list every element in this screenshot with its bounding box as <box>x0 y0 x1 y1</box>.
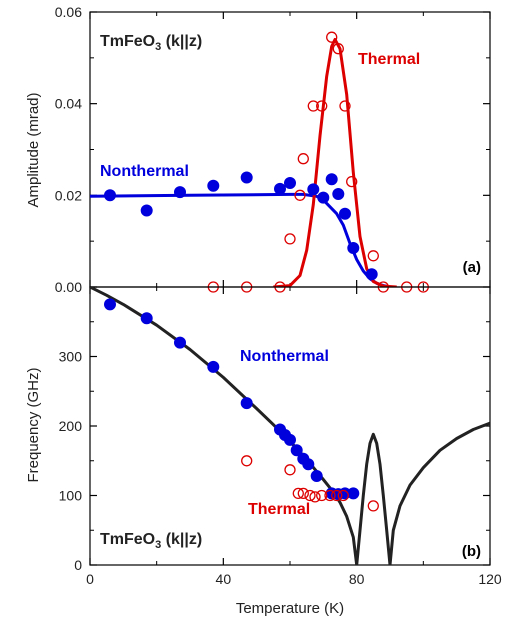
panel-b-ytick-label: 200 <box>59 418 83 434</box>
panel-b-nonthermal-point <box>207 360 220 373</box>
panel-a: 0.00 0.02 0.04 0.06 TmFeO3 (k||z) (a) Nonth… <box>25 4 491 295</box>
panel-b-frame <box>89 286 491 566</box>
panel-b-nonthermal-point <box>104 298 116 311</box>
panel-a-nonthermal-point <box>240 171 253 184</box>
x-tick-label: 80 <box>349 571 365 587</box>
panel-a-thermal-point <box>294 189 306 201</box>
panel-b-ylabel: Frequency (GHz) <box>25 367 42 482</box>
x-tick-label: 40 <box>216 571 232 587</box>
panel-b-nonthermal-point <box>310 470 323 482</box>
panel-b-thermal-point <box>309 491 321 503</box>
panel-a-thermal-point <box>284 233 296 245</box>
x-axis-label: Temperature (K) <box>236 600 344 617</box>
panel-a-thermal-point <box>316 100 328 112</box>
panel-a-thermal-point <box>326 31 338 43</box>
panel-a-nonthermal-point <box>140 204 153 217</box>
panel-b-title: TmFeO3 (k||z) <box>100 531 202 551</box>
panel-b-thermal-point <box>304 489 316 502</box>
panel-a-nonthermal-point <box>174 186 186 199</box>
panel-a-fit-line-1 <box>273 38 397 287</box>
panel-a-nonthermal-point <box>274 182 286 195</box>
panel-a-nonthermal-point <box>365 268 378 281</box>
panel-b-label: (b) <box>462 543 481 560</box>
panel-a-nonthermal-point <box>307 183 320 196</box>
panel-b-fit-line-0 <box>90 287 490 565</box>
panel-a-thermal-point <box>297 153 309 165</box>
panel-a-nonthermal-point <box>339 207 351 220</box>
panel-b-ytick-label: 300 <box>59 349 83 365</box>
panel-b-ytick-label: 0 <box>74 557 82 573</box>
panel-b-thermal-point <box>284 464 296 476</box>
panel-a-ylabel: Amplitude (mrad) <box>25 92 42 207</box>
x-tick-label: 0 <box>86 571 94 587</box>
panel-b-nonthermal-point <box>347 487 360 500</box>
panel-b-thermal-point <box>241 455 253 467</box>
panel-a-nonthermal-point <box>317 191 330 204</box>
panel-a-thermal-point <box>332 43 344 55</box>
x-tick-label: 120 <box>478 571 502 587</box>
panel-b-nonthermal-point <box>174 336 186 349</box>
panel-b-thermal-point <box>331 489 343 502</box>
panel-a-title: TmFeO3 (k||z) <box>100 33 202 53</box>
panel-a-nonthermal-label: Nonthermal <box>100 163 189 180</box>
panel-a-ytick-label: 0.02 <box>55 187 82 203</box>
panel-a-thermal-point <box>367 250 379 262</box>
panel-b-nonthermal-label: Nonthermal <box>240 348 329 365</box>
panel-a-thermal-point <box>346 175 358 188</box>
panel-b-thermal-point <box>324 489 336 502</box>
panel-b-thermal-point <box>297 487 309 500</box>
panel-b-nonthermal-point <box>290 444 303 457</box>
panel-a-nonthermal-point <box>104 189 116 202</box>
panel-a-thermal-label: Thermal <box>358 51 420 68</box>
panel-a-ytick-label: 0.04 <box>55 96 82 112</box>
panel-a-ytick-label: 0.00 <box>55 279 82 295</box>
panel-a-ytick-label: 0.06 <box>55 4 82 20</box>
panel-a-nonthermal-point <box>207 179 220 192</box>
panel-b: 0 100 200 300 0 40 80 120 TmFeO3 (k||z) (b) Non… <box>25 286 502 617</box>
panel-a-nonthermal-point <box>284 177 296 189</box>
panel-b-thermal-point <box>367 500 379 512</box>
panel-a-frame <box>89 11 491 288</box>
panel-b-nonthermal-point <box>284 433 296 446</box>
panel-b-thermal-label: Thermal <box>248 501 310 518</box>
panel-b-thermal-point <box>316 489 328 502</box>
panel-b-nonthermal-point <box>302 458 315 471</box>
panel-b-nonthermal-point <box>240 397 253 410</box>
panel-a-label: (a) <box>463 259 481 276</box>
panel-a-thermal-point <box>307 100 319 112</box>
panel-a-nonthermal-point <box>347 242 360 254</box>
panel-b-nonthermal-point <box>140 312 153 325</box>
panel-a-nonthermal-point <box>332 188 345 200</box>
panel-b-thermal-point <box>292 487 304 500</box>
panel-a-thermal-point <box>339 100 351 112</box>
panel-b-ytick-label: 100 <box>59 488 83 504</box>
panel-a-nonthermal-point <box>325 173 338 186</box>
panel-b-thermal-point <box>337 489 349 502</box>
